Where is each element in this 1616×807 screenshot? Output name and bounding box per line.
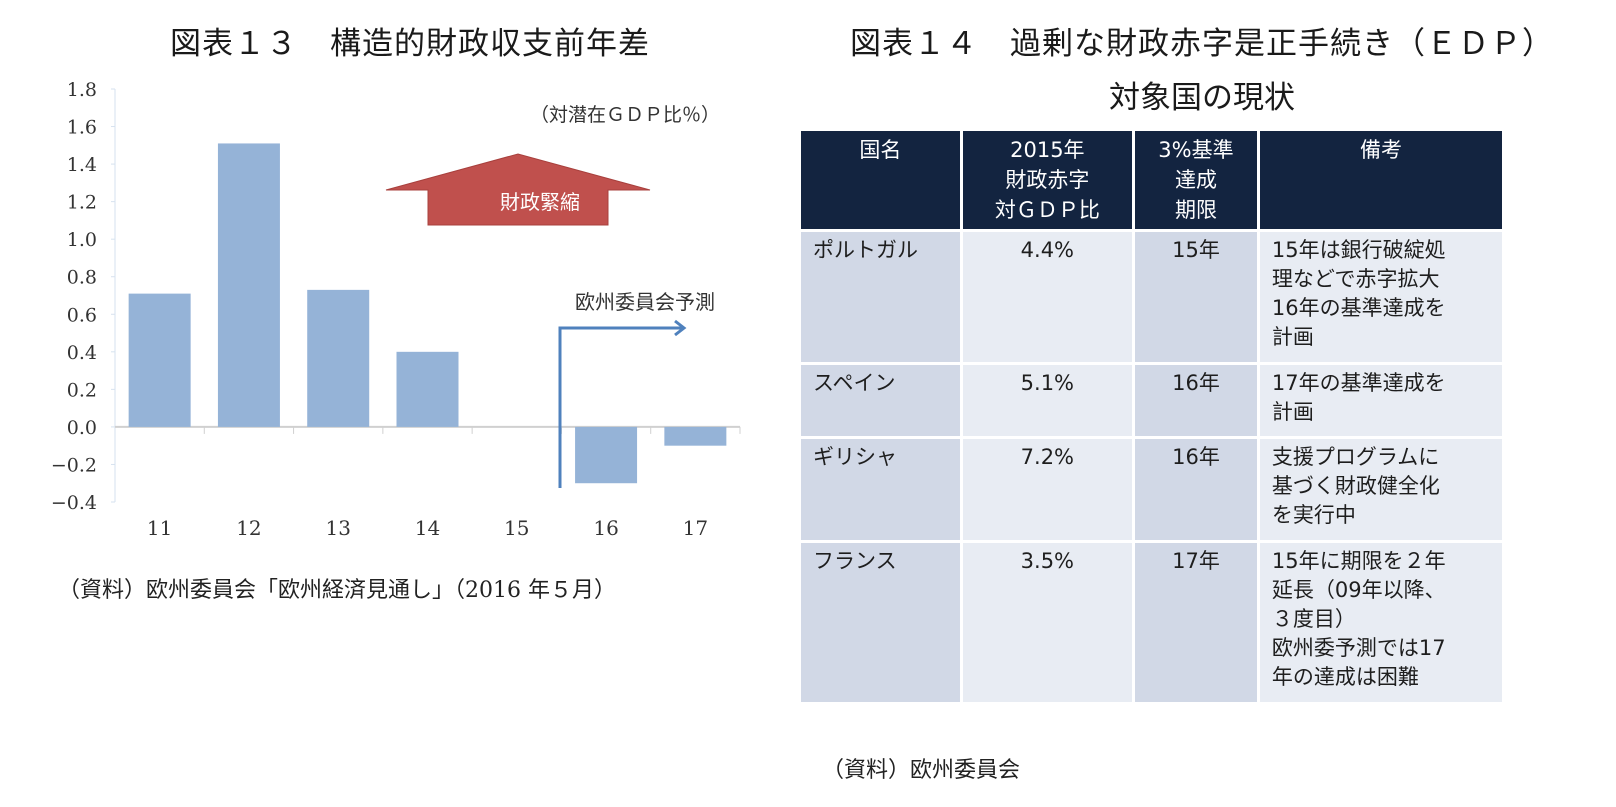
forecast-label: 欧州委員会予測 [575, 290, 715, 314]
x-tick-label: 17 [683, 516, 708, 540]
cell-country: ギリシャ [801, 439, 960, 540]
y-tick-label: 0.4 [67, 342, 97, 364]
y-tick-label: 0.8 [67, 267, 97, 289]
cell-deficit: 3.5% [962, 543, 1132, 702]
austerity-label: 財政緊縮 [500, 190, 580, 214]
cell-note: 15年に期限を２年 延長（09年以降、 ３度目） 欧州委予測では17 年の達成は… [1259, 543, 1502, 702]
figure13-source: （資料）欧州委員会「欧州経済見通し」（2016 年５月） [58, 578, 616, 603]
table-row: フランス 3.5% 17年 15年に期限を２年 延長（09年以降、 ３度目） 欧… [801, 543, 1502, 702]
y-tick-label: 1.0 [67, 229, 97, 251]
figure13-title: 図表１３ 構造的財政収支前年差 [170, 26, 650, 62]
cell-country: ポルトガル [801, 232, 960, 362]
header-deadline: 3%基準 達成 期限 [1135, 131, 1257, 229]
table-row: ギリシャ 7.2% 16年 支援プログラムに 基づく財政健全化 を実行中 [801, 439, 1502, 540]
x-tick-label: 11 [147, 516, 172, 540]
figure14-source: （資料）欧州委員会 [822, 758, 1021, 783]
cell-note: 17年の基準達成を 計画 [1259, 365, 1502, 436]
x-tick-label: 15 [504, 516, 529, 540]
y-tick-label: −0.2 [51, 454, 97, 476]
x-tick-label: 13 [325, 516, 350, 540]
austerity-arrow-icon [385, 153, 651, 226]
table-row: ポルトガル 4.4% 15年 15年は銀行破綻処 理などで赤字拡大 16年の基準… [801, 232, 1502, 362]
bar-14 [396, 351, 459, 427]
bar-16 [575, 426, 638, 484]
unit-note: （対潜在ＧＤＰ比％） [530, 104, 721, 126]
structural-balance-chart: 1.8 1.6 1.4 1.2 1.0 0.8 0.6 0.4 0.2 0.0 −0.2 −0.4 1… [51, 79, 741, 540]
header-note: 備考 [1259, 131, 1502, 229]
cell-deficit: 5.1% [962, 365, 1132, 436]
header-country: 国名 [801, 131, 960, 229]
cell-country: フランス [801, 543, 960, 702]
y-tick-label: 1.6 [67, 117, 97, 139]
cell-deadline: 16年 [1135, 439, 1257, 540]
y-tick-label: 0.0 [67, 417, 97, 439]
cell-note: 15年は銀行破綻処 理などで赤字拡大 16年の基準達成を 計画 [1259, 232, 1502, 362]
x-axis: 11 12 13 14 15 16 17 [115, 425, 741, 540]
y-tick-label: 0.2 [67, 379, 97, 401]
cell-note: 支援プログラムに 基づく財政健全化 を実行中 [1259, 439, 1502, 540]
header-deficit: 2015年 財政赤字 対ＧＤＰ比 [962, 131, 1132, 229]
bars [128, 143, 727, 484]
cell-country: スペイン [801, 365, 960, 436]
x-tick-label: 14 [415, 516, 440, 540]
cell-deadline: 17年 [1135, 543, 1257, 702]
y-tick-label: −0.4 [51, 492, 97, 514]
forecast-arrow-icon [558, 319, 687, 488]
cell-deficit: 7.2% [962, 439, 1132, 540]
y-tick-label: 1.2 [67, 192, 97, 214]
bar-17 [664, 426, 727, 446]
figure14-subtitle: 対象国の現状 [1109, 80, 1295, 116]
bar-12 [217, 143, 280, 427]
y-tick-label: 1.8 [67, 79, 97, 101]
y-tick-label: 1.4 [67, 154, 97, 176]
y-tick-label: 0.6 [67, 304, 97, 326]
cell-deficit: 4.4% [962, 232, 1132, 362]
bar-11 [128, 293, 191, 427]
edp-table: 国名 2015年 財政赤字 対ＧＤＰ比 3%基準 達成 期限 備考 ポルトガル … [798, 128, 1505, 705]
figure14-title: 図表１４ 過剰な財政赤字是正手続き（ＥＤＰ） [850, 26, 1554, 62]
bar-13 [307, 289, 370, 427]
table-header-row: 国名 2015年 財政赤字 対ＧＤＰ比 3%基準 達成 期限 備考 [801, 131, 1502, 229]
table-row: スペイン 5.1% 16年 17年の基準達成を 計画 [801, 365, 1502, 436]
cell-deadline: 16年 [1135, 365, 1257, 436]
cell-deadline: 15年 [1135, 232, 1257, 362]
y-axis: 1.8 1.6 1.4 1.2 1.0 0.8 0.6 0.4 0.2 0.0 −0.2 −0.4 [51, 79, 116, 514]
x-tick-label: 12 [236, 516, 261, 540]
x-tick-label: 16 [593, 516, 618, 540]
